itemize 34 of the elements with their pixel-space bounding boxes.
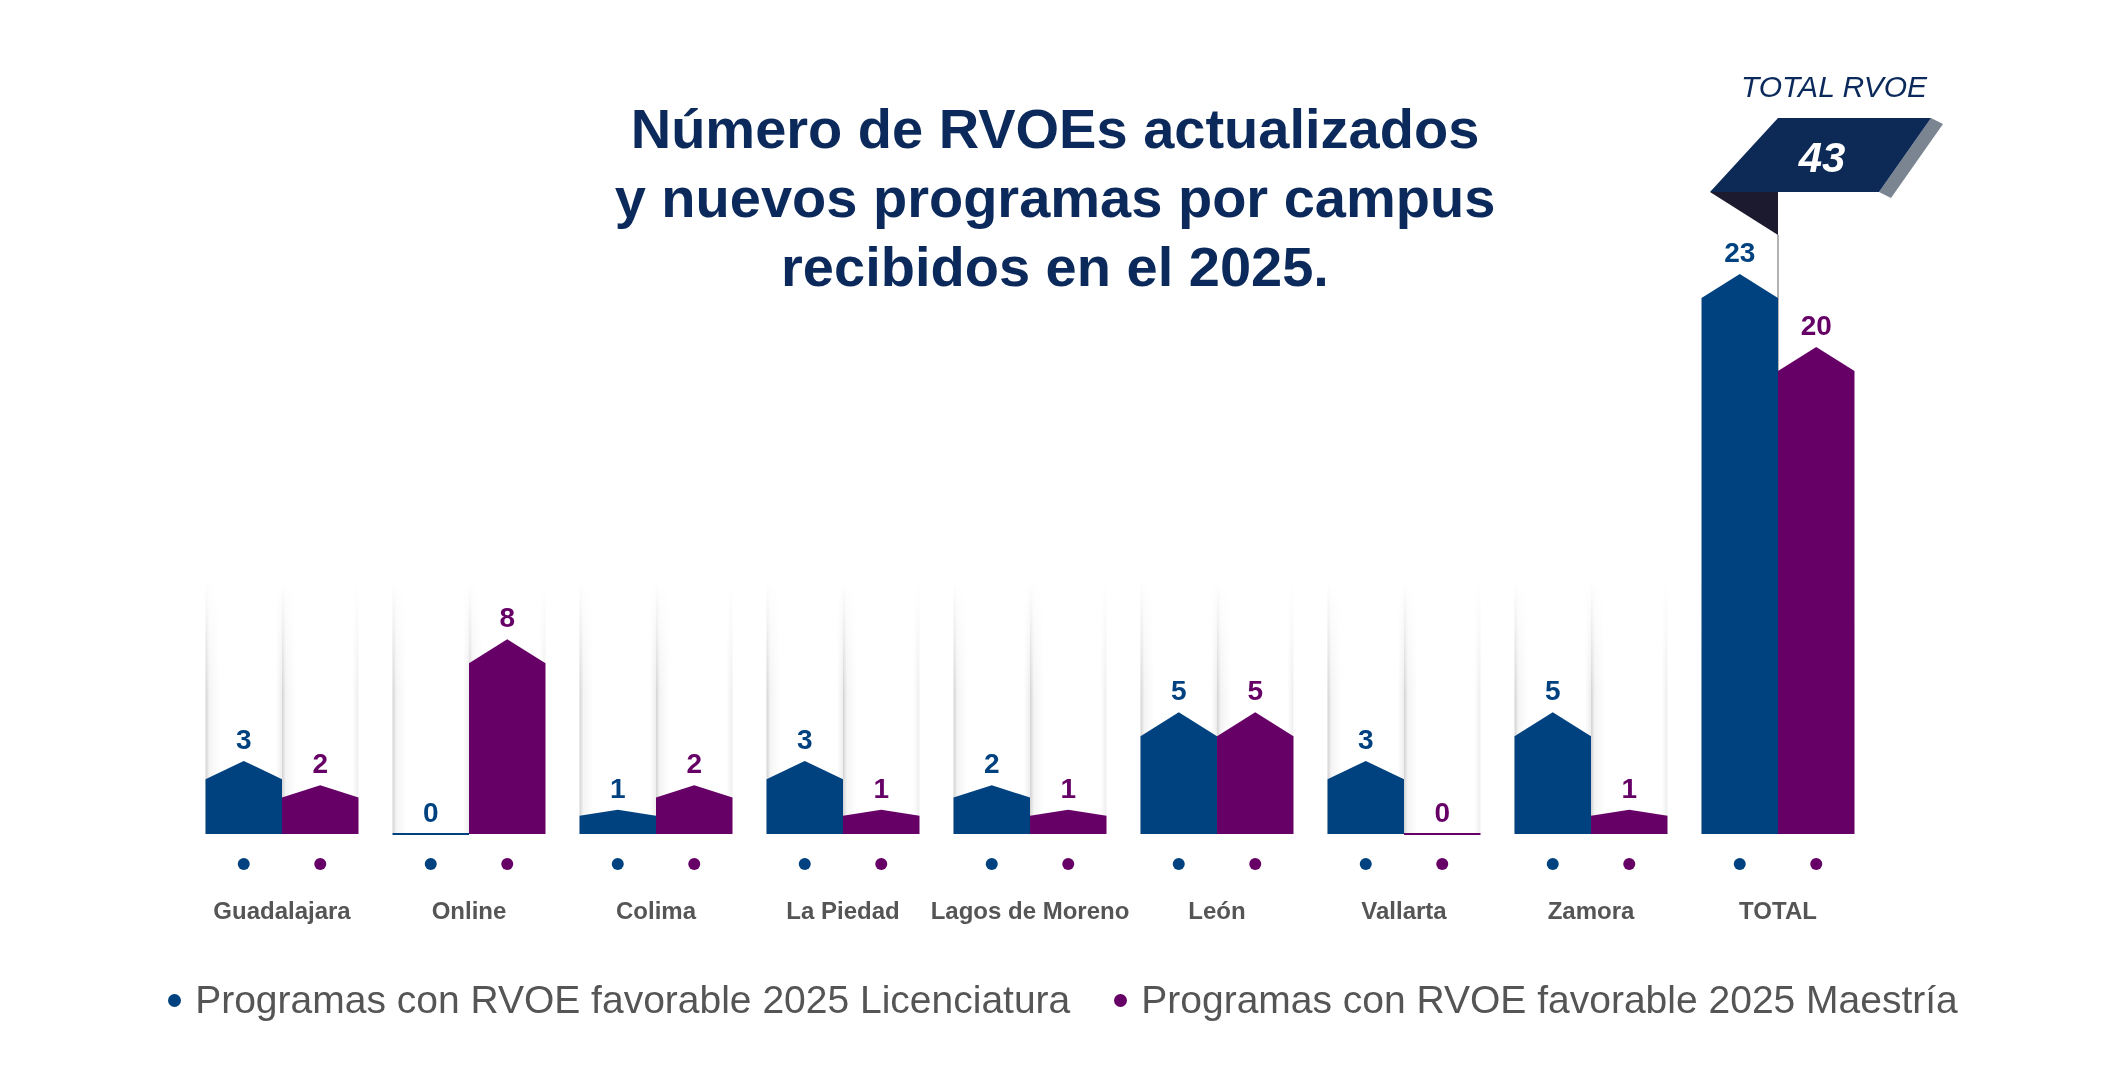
data-label: 2 xyxy=(686,748,703,780)
chart-title: Número de RVOEs actualizados y nuevos programas por campus recibidos en el 2025. xyxy=(614,97,1496,298)
x-tick-label: Lagos de Moreno xyxy=(930,897,1130,924)
x-tick-label: TOTAL xyxy=(1739,897,1817,924)
x-tick-label: Online xyxy=(431,897,507,924)
data-label: 3 xyxy=(1357,723,1374,755)
data-label: 0 xyxy=(1434,797,1451,828)
data-label: 1 xyxy=(1621,772,1638,804)
legend-label: Programas con RVOE favorable 2025 Licenciatura xyxy=(195,978,1071,1022)
bar xyxy=(1701,274,1778,834)
x-tick-label: León xyxy=(1188,897,1246,924)
data-label: 5 xyxy=(1170,675,1187,707)
data-label: 0 xyxy=(422,797,439,828)
x-tick-label: Guadalajara xyxy=(213,897,352,924)
data-label: 3 xyxy=(235,723,252,755)
data-label: 2 xyxy=(312,748,329,780)
x-tick-label: Colima xyxy=(615,897,697,924)
legend-label: Programas con RVOE favorable 2025 Maestría xyxy=(1141,978,1958,1022)
x-tick-label: Vallarta xyxy=(1361,897,1448,924)
data-label: 1 xyxy=(1060,772,1077,804)
text: TOTAL RVOE xyxy=(1740,70,1929,103)
data-label: 8 xyxy=(499,602,516,634)
data-label: 5 xyxy=(1544,675,1561,707)
data-label: 1 xyxy=(873,772,890,804)
data-label: 5 xyxy=(1247,675,1264,707)
data-label: 23 xyxy=(1724,237,1756,268)
data-label: 1 xyxy=(609,772,626,804)
data-label: 20 xyxy=(1800,310,1832,342)
x-tick-label: La Piedad xyxy=(786,897,900,924)
text: 43 xyxy=(1797,134,1846,181)
data-label: 3 xyxy=(796,723,813,755)
x-tick-label: Zamora xyxy=(1547,897,1635,924)
data-label: 2 xyxy=(983,748,1000,780)
bar xyxy=(1778,347,1855,834)
